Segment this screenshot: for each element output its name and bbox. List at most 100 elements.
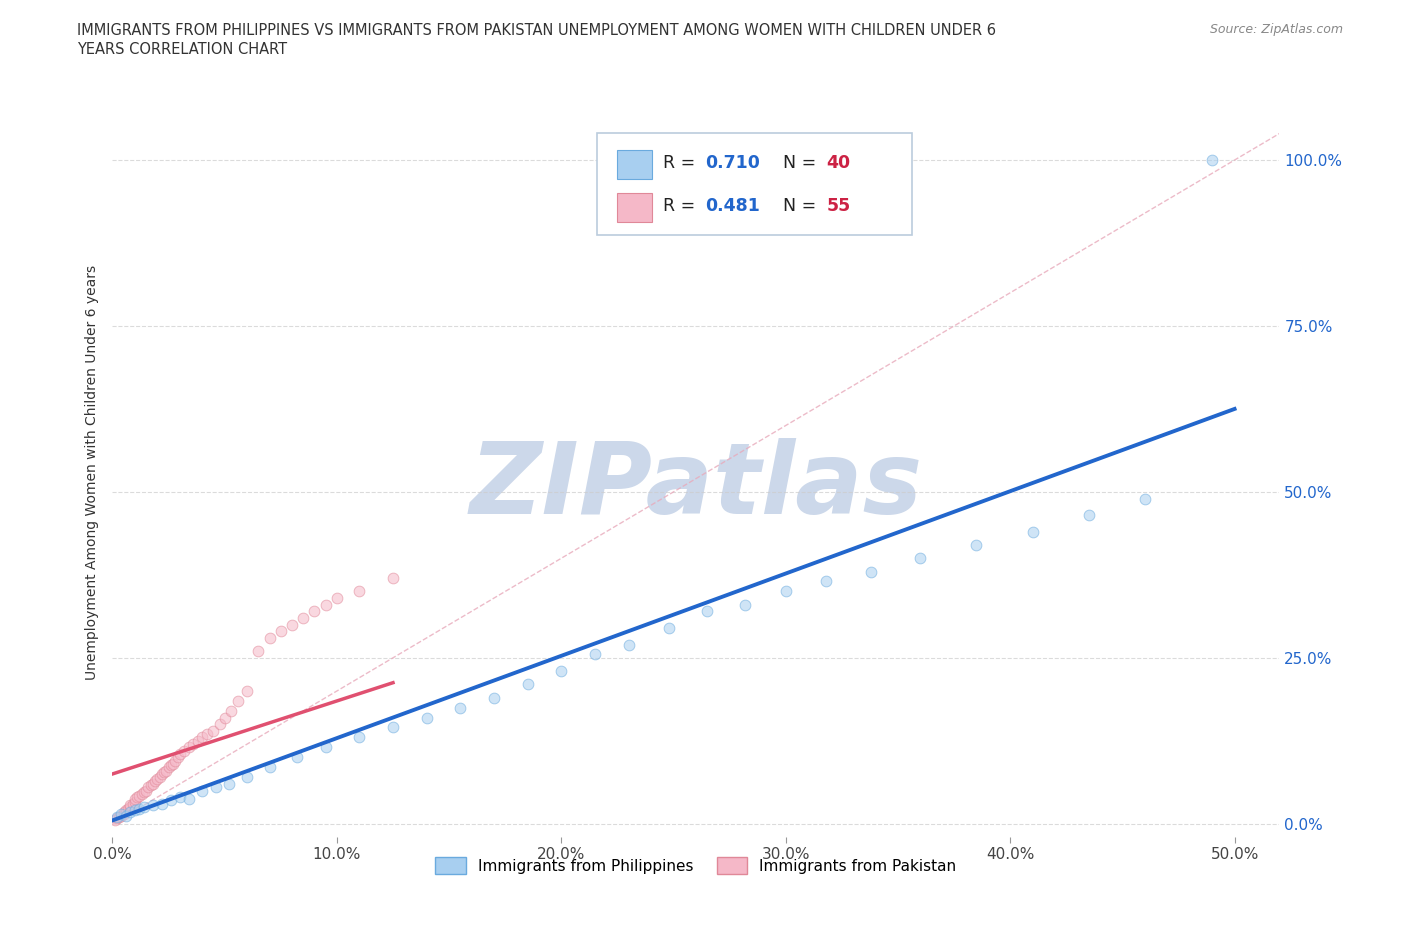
- Point: [127, 790, 149, 804]
- Text: ZIPatlas: ZIPatlas: [470, 438, 922, 535]
- Point: [128, 789, 150, 804]
- Text: 55: 55: [827, 197, 851, 216]
- FancyBboxPatch shape: [617, 193, 651, 222]
- Point: [173, 743, 195, 758]
- Point: [285, 750, 308, 764]
- Point: [149, 770, 172, 785]
- Point: [516, 677, 538, 692]
- Point: [169, 790, 191, 804]
- Text: 40: 40: [827, 153, 851, 172]
- Text: YEARS CORRELATION CHART: YEARS CORRELATION CHART: [77, 42, 287, 57]
- Point: [110, 808, 132, 823]
- Point: [315, 740, 337, 755]
- Point: [115, 808, 138, 823]
- Point: [696, 604, 718, 618]
- Point: [157, 760, 180, 775]
- Point: [150, 796, 173, 811]
- Point: [315, 597, 337, 612]
- Point: [112, 806, 135, 821]
- Point: [270, 624, 292, 639]
- Point: [146, 771, 169, 786]
- Point: [120, 800, 142, 815]
- Point: [155, 764, 177, 778]
- Text: R =: R =: [664, 153, 702, 172]
- Point: [142, 777, 165, 791]
- Point: [124, 795, 146, 810]
- Point: [160, 793, 183, 808]
- Point: [138, 779, 160, 794]
- Point: [177, 791, 200, 806]
- Point: [181, 737, 204, 751]
- Point: [775, 584, 797, 599]
- Point: [482, 690, 505, 705]
- Point: [139, 777, 162, 792]
- Point: [382, 571, 405, 586]
- Point: [169, 747, 191, 762]
- Text: Source: ZipAtlas.com: Source: ZipAtlas.com: [1209, 23, 1343, 36]
- Point: [124, 803, 146, 817]
- Point: [236, 770, 259, 785]
- Point: [1021, 525, 1043, 539]
- Point: [449, 700, 471, 715]
- Point: [135, 783, 157, 798]
- Point: [583, 647, 606, 662]
- Point: [734, 597, 756, 612]
- Point: [221, 703, 243, 718]
- Point: [132, 800, 155, 815]
- Point: [304, 604, 326, 618]
- Point: [142, 798, 165, 813]
- FancyBboxPatch shape: [617, 150, 651, 179]
- Point: [617, 637, 640, 652]
- Point: [191, 730, 214, 745]
- Point: [259, 631, 281, 645]
- Point: [110, 806, 132, 821]
- Point: [162, 757, 184, 772]
- Point: [910, 551, 932, 565]
- Point: [177, 740, 200, 755]
- Point: [112, 804, 135, 819]
- Text: 0.710: 0.710: [706, 153, 761, 172]
- Point: [108, 810, 131, 825]
- Point: [150, 766, 173, 781]
- Point: [214, 711, 236, 725]
- Point: [131, 787, 153, 802]
- Point: [218, 777, 240, 791]
- Point: [187, 734, 209, 749]
- Point: [120, 804, 142, 819]
- Point: [115, 803, 138, 817]
- Point: [1077, 508, 1099, 523]
- Point: [105, 810, 128, 825]
- Text: 0.481: 0.481: [706, 197, 761, 216]
- Text: IMMIGRANTS FROM PHILIPPINES VS IMMIGRANTS FROM PAKISTAN UNEMPLOYMENT AMONG WOMEN: IMMIGRANTS FROM PHILIPPINES VS IMMIGRANT…: [77, 23, 997, 38]
- Point: [1201, 153, 1223, 167]
- Point: [247, 644, 270, 658]
- Point: [349, 584, 371, 599]
- Point: [191, 783, 214, 798]
- Point: [236, 684, 259, 698]
- Point: [292, 611, 315, 626]
- Point: [209, 717, 232, 732]
- Point: [166, 750, 188, 764]
- Point: [128, 802, 150, 817]
- Point: [124, 791, 146, 806]
- Y-axis label: Unemployment Among Women with Children Under 6 years: Unemployment Among Women with Children U…: [86, 264, 100, 680]
- Point: [195, 726, 218, 741]
- Point: [132, 784, 155, 799]
- Text: N =: N =: [783, 153, 823, 172]
- Legend: Immigrants from Philippines, Immigrants from Pakistan: Immigrants from Philippines, Immigrants …: [429, 851, 963, 881]
- Point: [382, 720, 405, 735]
- Point: [550, 664, 572, 679]
- Point: [120, 798, 142, 813]
- Point: [202, 724, 225, 738]
- FancyBboxPatch shape: [596, 132, 912, 234]
- Point: [121, 796, 143, 811]
- Text: R =: R =: [664, 197, 702, 216]
- Point: [326, 591, 349, 605]
- Point: [104, 813, 127, 828]
- Point: [415, 711, 437, 725]
- Point: [259, 760, 281, 775]
- Point: [204, 779, 226, 794]
- Point: [966, 538, 988, 552]
- Point: [860, 565, 883, 579]
- Point: [658, 620, 681, 635]
